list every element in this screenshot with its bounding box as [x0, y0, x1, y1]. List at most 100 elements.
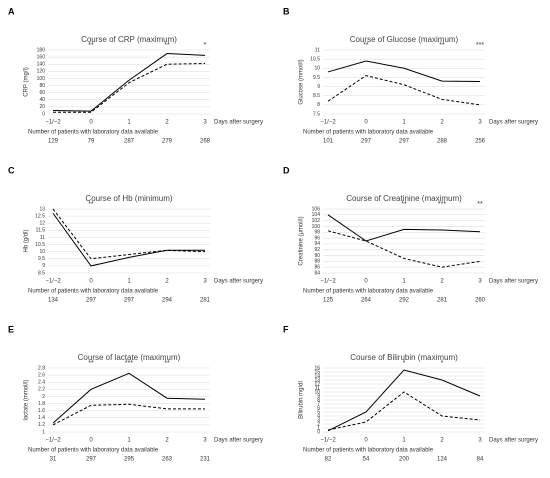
x-tick-label: 2 — [440, 438, 444, 444]
significance-mark: *** — [125, 360, 133, 367]
patients-label: Number of patients with laboratory data … — [303, 448, 434, 454]
x-tick-label: −1/−2 — [45, 438, 61, 444]
x-axis-label: Days after surgery — [489, 279, 538, 285]
patients-count: 281 — [200, 298, 211, 304]
y-tick-label: 2 — [42, 394, 45, 400]
significance-mark: * — [403, 360, 406, 367]
series-line — [52, 212, 205, 267]
y-tick-label: 13 — [39, 206, 45, 212]
y-tick-label: 160 — [37, 54, 46, 60]
patients-label: Number of patients with laboratory data … — [28, 130, 159, 136]
y-tick-label: 3 — [317, 417, 320, 423]
significance-mark: *** — [438, 201, 446, 208]
x-tick-label: 2 — [440, 279, 444, 285]
significance-mark: ** — [477, 201, 483, 208]
chart-title: Course of Bilirubin (maximum) — [350, 353, 458, 362]
y-tick-label: 88 — [314, 259, 320, 265]
y-tick-label: 11 — [315, 47, 320, 53]
y-tick-label: 106 — [312, 206, 321, 212]
y-tick-label: 1.2 — [38, 422, 45, 428]
x-tick-label: 3 — [478, 120, 482, 126]
patients-count: 287 — [124, 139, 135, 145]
panel-letter: D — [283, 165, 290, 175]
y-tick-label: 2.2 — [38, 387, 45, 393]
x-tick-label: 2 — [165, 438, 169, 444]
series-line — [327, 230, 481, 268]
y-tick-label: 40 — [39, 97, 45, 103]
chart-title: Course of Creatinine (maximum) — [346, 194, 462, 203]
y-tick-label: 11.5 — [36, 228, 46, 234]
x-tick-label: 2 — [165, 279, 169, 285]
series-line — [53, 63, 206, 113]
chart-title: Course of CRP (maximum) — [81, 35, 177, 44]
significance-mark: ** — [363, 42, 369, 49]
x-tick-label: −1/−2 — [45, 120, 61, 126]
x-tick-label: −1/−2 — [45, 279, 61, 285]
x-axis-label: Days after surgery — [214, 279, 263, 285]
x-axis-label: Days after surgery — [214, 438, 263, 444]
patients-count: 281 — [437, 298, 448, 304]
patients-count: 129 — [48, 139, 59, 145]
x-tick-label: 3 — [203, 279, 207, 285]
y-tick-label: 12 — [314, 381, 320, 387]
significance-mark: ** — [164, 360, 170, 367]
y-tick-label: 0 — [42, 111, 45, 117]
y-tick-label: 12 — [39, 221, 45, 227]
panel-letter: E — [8, 324, 14, 334]
y-tick-label: 4 — [317, 413, 320, 419]
patients-count: 268 — [200, 139, 211, 145]
significance-mark: * — [441, 360, 444, 367]
patients-count: 297 — [124, 298, 135, 304]
y-tick-label: 14 — [314, 373, 320, 379]
x-tick-label: 0 — [364, 438, 368, 444]
y-tick-label: 92 — [314, 247, 320, 253]
y-tick-label: 104 — [312, 212, 321, 218]
y-tick-label: 20 — [39, 104, 45, 110]
y-tick-label: 8.5 — [313, 93, 320, 99]
significance-mark: * — [204, 42, 207, 49]
x-tick-label: 0 — [89, 279, 93, 285]
patients-count: 297 — [361, 139, 372, 145]
y-tick-label: 7 — [317, 401, 320, 407]
x-tick-label: 3 — [203, 120, 207, 126]
y-axis-label: Hb (g/dl) — [24, 229, 30, 252]
y-tick-label: 16 — [314, 365, 320, 371]
y-tick-label: 9 — [317, 393, 320, 399]
series-line — [327, 60, 481, 82]
x-tick-label: 0 — [364, 120, 368, 126]
patients-count: 294 — [162, 298, 173, 304]
y-tick-label: 86 — [314, 265, 320, 271]
y-tick-label: 2.8 — [38, 365, 45, 371]
series-line — [327, 75, 481, 106]
series-line — [52, 53, 206, 112]
series-line — [52, 208, 206, 260]
y-axis-label: Bilirubin mg/dl — [299, 381, 305, 419]
x-tick-label: −1/−2 — [320, 279, 336, 285]
x-tick-label: 3 — [478, 279, 482, 285]
patients-label: Number of patients with laboratory data … — [28, 448, 159, 454]
y-tick-label: 10 — [39, 249, 45, 255]
y-tick-label: 10.5 — [35, 242, 45, 248]
patients-count: 231 — [200, 457, 211, 463]
chart-title: Course of lactate (maximum) — [78, 353, 181, 362]
patients-count: 82 — [325, 457, 332, 463]
patients-count: 79 — [88, 139, 95, 145]
y-tick-label: 11 — [315, 385, 320, 391]
y-tick-label: 1 — [42, 429, 45, 435]
x-axis-label: Days after surgery — [489, 438, 538, 444]
patients-count: 31 — [50, 457, 57, 463]
significance-mark: ** — [88, 360, 94, 367]
patients-count: 54 — [363, 457, 370, 463]
y-tick-label: 9 — [317, 84, 320, 90]
patients-count: 134 — [48, 298, 59, 304]
y-tick-label: 5 — [317, 409, 320, 415]
patients-count: 84 — [477, 457, 484, 463]
significance-mark: ** — [164, 42, 170, 49]
y-tick-label: 102 — [312, 218, 321, 224]
y-tick-label: 8 — [317, 102, 320, 108]
chart-title: Course of Hb (minimum) — [85, 194, 172, 203]
series-line — [327, 214, 481, 242]
y-tick-label: 96 — [314, 235, 320, 241]
x-tick-label: 1 — [127, 279, 131, 285]
patients-count: 279 — [162, 139, 173, 145]
